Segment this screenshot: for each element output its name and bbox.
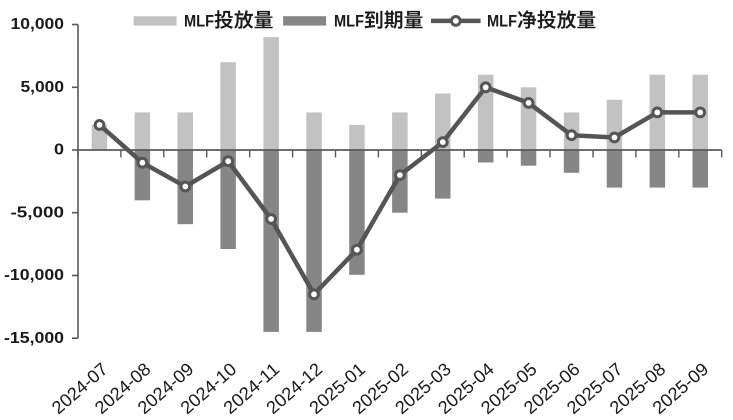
svg-text:-15,000: -15,000 <box>4 330 64 347</box>
svg-text:0: 0 <box>54 142 64 159</box>
svg-text:MLF: MLF <box>184 12 214 30</box>
svg-text:5,000: 5,000 <box>21 79 65 96</box>
svg-text:MLF: MLF <box>487 12 517 30</box>
svg-text:MLF: MLF <box>334 12 364 30</box>
svg-text:10,000: 10,000 <box>11 16 65 33</box>
svg-text:-5,000: -5,000 <box>11 204 65 221</box>
svg-text:-10,000: -10,000 <box>4 267 64 284</box>
